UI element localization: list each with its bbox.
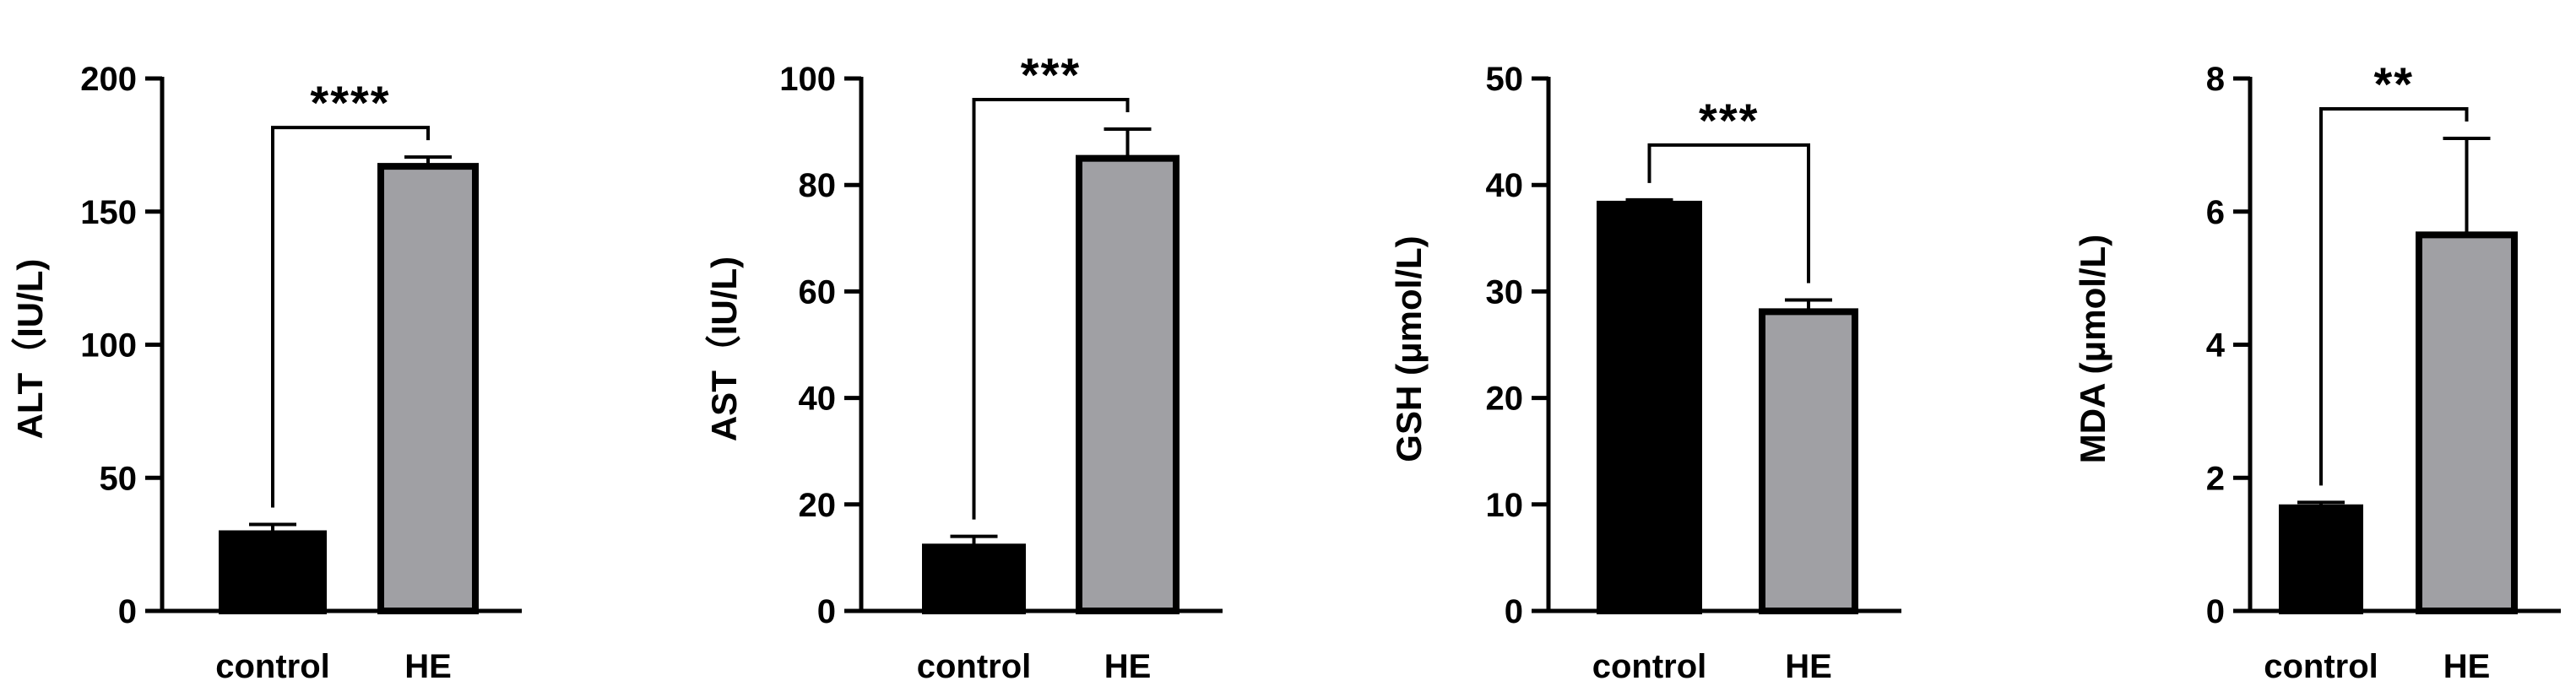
- bar-HE: [1759, 308, 1858, 614]
- y-axis-title: AST（IU/L): [704, 257, 744, 441]
- x-category-label: control: [2264, 648, 2378, 685]
- x-category-label: HE: [1104, 648, 1152, 685]
- y-tick-label: 0: [1505, 593, 1523, 630]
- chart-4: 0 2 4 6 8 MDA (μmol/L) control HE **: [2073, 57, 2561, 685]
- x-category-label: control: [1592, 648, 1707, 685]
- bar-control: [2279, 504, 2363, 615]
- significance-label: ****: [310, 76, 390, 129]
- y-tick-label: 6: [2206, 194, 2225, 231]
- x-category-label: HE: [1785, 648, 1832, 685]
- y-tick-label: 40: [1486, 167, 1524, 204]
- y-tick-label: 8: [2206, 61, 2225, 98]
- y-tick-label: 60: [799, 273, 837, 311]
- x-category-label: HE: [404, 648, 452, 685]
- y-tick-label: 200: [80, 61, 137, 98]
- significance-bracket: [972, 97, 1130, 520]
- y-tick-label: 100: [779, 61, 836, 98]
- significance-label: **: [2373, 57, 2414, 111]
- significance-label: ***: [1021, 48, 1081, 101]
- x-category-label: control: [917, 648, 1032, 685]
- y-tick-label: 100: [80, 327, 137, 365]
- x-category-label: HE: [2443, 648, 2491, 685]
- bar-control: [1597, 200, 1702, 615]
- bar-control: [219, 530, 327, 615]
- significance-label: ***: [1699, 94, 1759, 147]
- y-tick-label: 0: [118, 593, 137, 630]
- y-tick-label: 20: [1486, 381, 1524, 418]
- y-tick-label: 80: [799, 167, 837, 204]
- y-tick-label: 30: [1486, 273, 1524, 311]
- x-category-label: control: [215, 648, 330, 685]
- y-tick-label: 10: [1486, 487, 1524, 524]
- chart-3: 0 10 20 30 40 50 GSH (μmol/L) control HE ***: [1389, 61, 1901, 685]
- bar-HE: [1076, 154, 1180, 614]
- y-tick-label: 20: [799, 487, 837, 524]
- y-axis-title: GSH (μmol/L): [1389, 235, 1429, 462]
- y-tick-label: 150: [80, 194, 137, 231]
- y-tick-label: 50: [1486, 61, 1524, 98]
- bar-HE: [377, 163, 479, 615]
- y-axis-title: MDA (μmol/L): [2073, 235, 2112, 463]
- y-tick-label: 50: [100, 460, 138, 497]
- y-tick-label: 4: [2206, 327, 2226, 365]
- bar-HE: [2416, 231, 2518, 614]
- y-tick-label: 40: [799, 381, 837, 418]
- y-tick-label: 0: [817, 593, 836, 630]
- significance-bracket: [2319, 106, 2469, 486]
- chart-1: 0 50 100 150 200 ALT（IU/L) control HE ****: [10, 61, 522, 685]
- significance-bracket: [271, 126, 430, 508]
- y-tick-label: 0: [2206, 593, 2225, 630]
- significance-bracket: [1647, 143, 1810, 284]
- y-axis-title: ALT（IU/L): [10, 259, 50, 440]
- y-tick-label: 2: [2206, 460, 2225, 497]
- bar-control: [922, 543, 1026, 615]
- chart-2: 0 20 40 60 80 100 AST（IU/L) control HE ***: [704, 48, 1223, 685]
